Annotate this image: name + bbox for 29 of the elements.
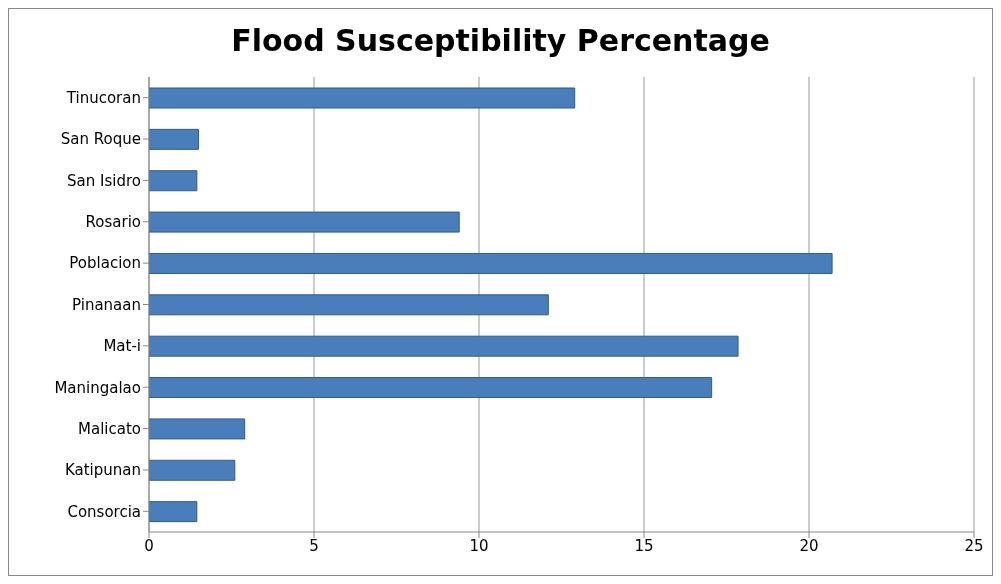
x-tick-label: 25	[964, 536, 984, 555]
y-tick-label: San Isidro	[67, 171, 141, 190]
bar	[149, 170, 198, 192]
y-tick-label: Poblacion	[69, 254, 141, 273]
bar	[149, 128, 199, 150]
y-tick-label: Rosario	[85, 213, 141, 232]
bar	[149, 377, 713, 399]
bar	[149, 335, 739, 357]
bar	[149, 294, 549, 316]
y-tick-label: Tinucoran	[65, 89, 141, 108]
x-tick-label: 10	[469, 536, 489, 555]
y-tick-label: Mat-i	[103, 337, 141, 356]
y-tick-label: Katipunan	[64, 461, 141, 480]
y-tick-label: Maningalao	[54, 378, 141, 397]
y-tick-label: Pinanaan	[72, 295, 141, 314]
y-tick-label: Malicato	[78, 419, 141, 438]
bar	[149, 211, 460, 233]
x-tick-label: 15	[634, 536, 654, 555]
bar	[149, 501, 198, 523]
bar	[149, 459, 236, 481]
bar	[149, 252, 833, 274]
x-tick-label: 5	[309, 536, 319, 555]
x-tick-label: 0	[144, 536, 154, 555]
y-tick-label: San Roque	[60, 130, 141, 149]
x-tick-label: 20	[799, 536, 819, 555]
bar	[149, 418, 246, 440]
chart-title: Flood Susceptibility Percentage	[230, 23, 771, 60]
y-tick-label: Consorcia	[67, 502, 141, 521]
bar	[149, 87, 576, 109]
